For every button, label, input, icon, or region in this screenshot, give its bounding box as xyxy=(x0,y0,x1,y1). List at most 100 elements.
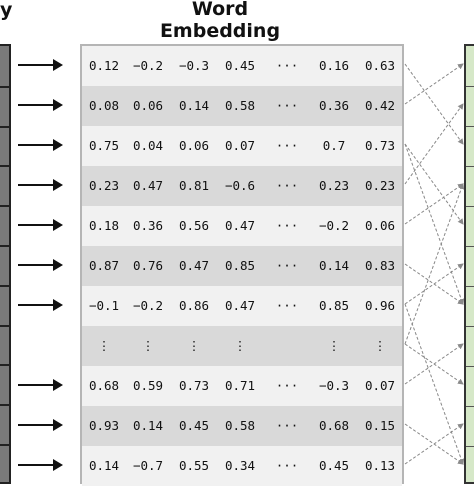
matrix-cell: 0.73 xyxy=(178,378,210,393)
matrix-cell: ··· xyxy=(275,178,299,193)
output-cell-divider xyxy=(466,86,474,87)
matrix-cell: ⋮ xyxy=(97,338,111,353)
arrow-right-icon xyxy=(18,259,63,271)
arrow-right-icon xyxy=(18,219,63,231)
matrix-cell: 0.04 xyxy=(132,138,164,153)
output-cell-divider xyxy=(466,326,474,327)
output-column xyxy=(464,44,474,484)
matrix-cell: 0.34 xyxy=(224,458,256,473)
matrix-cell: ··· xyxy=(275,418,299,433)
left-header-fragment: y xyxy=(0,0,13,21)
matrix-cell: 0.14 xyxy=(318,258,350,273)
matrix-cell: 0.7 xyxy=(322,138,346,153)
matrix-row: 0.93 0.14 0.45 0.58 ··· 0.68 0.15 xyxy=(82,406,402,446)
matrix-cell: 0.06 xyxy=(178,138,210,153)
matrix-cell: 0.68 xyxy=(318,418,350,433)
dashed-arrow-icon xyxy=(404,103,464,185)
matrix-cell: −0.2 xyxy=(318,218,350,233)
matrix-cell: 0.68 xyxy=(88,378,120,393)
matrix-cell: 0.23 xyxy=(318,178,350,193)
matrix-cell: ··· xyxy=(275,298,299,313)
matrix-cell: ⋮ xyxy=(327,338,341,353)
matrix-cell: 0.18 xyxy=(88,218,120,233)
matrix-cell: 0.13 xyxy=(364,458,396,473)
input-cell-divider xyxy=(0,85,9,88)
matrix-row: 0.23 0.47 0.81 −0.6 ··· 0.23 0.23 xyxy=(82,166,402,206)
matrix-cell: 0.07 xyxy=(364,378,396,393)
matrix-cell: 0.86 xyxy=(178,298,210,313)
matrix-row: 0.68 0.59 0.73 0.71 ··· −0.3 0.07 xyxy=(82,366,402,406)
matrix-cell: 0.36 xyxy=(132,218,164,233)
matrix-row: −0.1 −0.2 0.86 0.47 ··· 0.85 0.96 xyxy=(82,286,402,326)
matrix-cell: 0.81 xyxy=(178,178,210,193)
arrow-right-icon xyxy=(18,299,63,311)
matrix-cell: −0.6 xyxy=(224,178,256,193)
dashed-arrow-icon xyxy=(404,143,465,305)
matrix-cell: 0.45 xyxy=(224,58,256,73)
input-cell-divider xyxy=(0,364,9,367)
matrix-cell: ⋮ xyxy=(233,338,247,353)
matrix-cell: −0.2 xyxy=(132,298,164,313)
dashed-arrow-icon xyxy=(404,183,465,345)
diagram-title: Word Embedding xyxy=(159,0,281,42)
input-cell-divider xyxy=(0,284,9,287)
input-cell-divider xyxy=(0,404,9,407)
matrix-cell: 0.16 xyxy=(318,58,350,73)
matrix-row: 0.12 −0.2 −0.3 0.45 ··· 0.16 0.63 xyxy=(82,46,402,86)
matrix-row: ⋮ ⋮ ⋮ ⋮ ⋮ ⋮ xyxy=(82,326,402,366)
matrix-cell: 0.75 xyxy=(88,138,120,153)
input-cell-divider xyxy=(0,125,9,128)
matrix-cell: 0.14 xyxy=(88,458,120,473)
embedding-matrix: 0.12 −0.2 −0.3 0.45 ··· 0.16 0.63 0.08 0.06 0.14 0… xyxy=(80,44,404,486)
output-cell-divider xyxy=(466,246,474,247)
matrix-cell: 0.14 xyxy=(178,98,210,113)
output-cell-divider xyxy=(466,166,474,167)
matrix-cell: 0.08 xyxy=(88,98,120,113)
matrix-cell: 0.85 xyxy=(318,298,350,313)
matrix-cell: ··· xyxy=(275,258,299,273)
output-cell-divider xyxy=(466,446,474,447)
matrix-cell: 0.59 xyxy=(132,378,164,393)
matrix-row: 0.08 0.06 0.14 0.58 ··· 0.36 0.42 xyxy=(82,86,402,126)
arrow-right-icon xyxy=(18,179,63,191)
matrix-cell: 0.45 xyxy=(178,418,210,433)
arrow-right-icon xyxy=(18,99,63,111)
matrix-cell: ⋮ xyxy=(187,338,201,353)
matrix-cell: ⋮ xyxy=(141,338,155,353)
matrix-cell: 0.58 xyxy=(224,418,256,433)
dashed-arrow-icon xyxy=(404,343,464,385)
matrix-row: 0.75 0.04 0.06 0.07 ··· 0.7 0.73 xyxy=(82,126,402,166)
dashed-link-layer xyxy=(404,63,465,465)
matrix-cell: 0.47 xyxy=(132,178,164,193)
input-cell-divider xyxy=(0,165,9,168)
input-cell-divider xyxy=(0,444,9,446)
matrix-cell: 0.23 xyxy=(88,178,120,193)
arrow-right-icon xyxy=(18,139,63,151)
matrix-cell: ··· xyxy=(275,58,299,73)
matrix-cell: 0.76 xyxy=(132,258,164,273)
output-cell-divider xyxy=(466,126,474,127)
input-cell-divider xyxy=(0,205,9,208)
matrix-cell: 0.83 xyxy=(364,258,396,273)
matrix-cell: 0.85 xyxy=(224,258,256,273)
matrix-cell: 0.93 xyxy=(88,418,120,433)
arrow-right-icon xyxy=(18,459,63,471)
dashed-arrow-icon xyxy=(404,143,464,225)
dashed-arrow-icon xyxy=(404,263,464,305)
matrix-cell: 0.63 xyxy=(364,58,396,73)
output-cell-divider xyxy=(466,366,474,367)
output-cell-divider xyxy=(466,206,474,207)
matrix-cell: 0.87 xyxy=(88,258,120,273)
dashed-arrow-icon xyxy=(404,303,465,465)
matrix-cell: 0.14 xyxy=(132,418,164,433)
dashed-arrow-icon xyxy=(404,63,464,105)
dashed-arrow-icon xyxy=(404,183,464,225)
matrix-cell: −0.7 xyxy=(132,458,164,473)
matrix-cell: −0.2 xyxy=(132,58,164,73)
matrix-cell: 0.12 xyxy=(88,58,120,73)
output-cell-divider xyxy=(466,406,474,407)
matrix-cell: 0.47 xyxy=(224,218,256,233)
matrix-cell: −0.3 xyxy=(318,378,350,393)
matrix-cell: 0.42 xyxy=(364,98,396,113)
matrix-row: 0.87 0.76 0.47 0.85 ··· 0.14 0.83 xyxy=(82,246,402,286)
